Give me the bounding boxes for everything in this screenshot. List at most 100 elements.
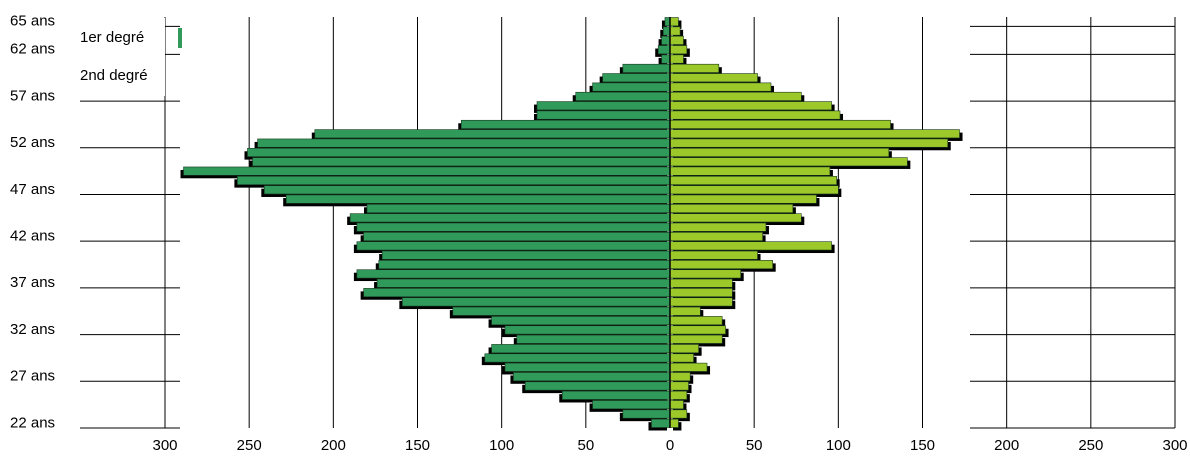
bar: [285, 194, 671, 204]
bar: [622, 63, 671, 73]
bar: [661, 54, 671, 64]
bar: [247, 147, 671, 157]
y-tick-label: 42 ans: [10, 227, 55, 244]
bar: [669, 26, 681, 36]
bar: [669, 185, 839, 195]
bar: [356, 222, 671, 232]
bar: [575, 91, 671, 101]
x-tick-label: 50: [577, 437, 594, 454]
bar: [669, 213, 802, 223]
y-tick-label: 57 ans: [10, 87, 55, 104]
y-tick-label: 32 ans: [10, 321, 55, 338]
bar: [669, 166, 831, 176]
bar: [561, 390, 671, 400]
bar: [661, 35, 671, 45]
bar: [381, 250, 671, 260]
y-tick-label: 27 ans: [10, 368, 55, 385]
x-tick-label: 200: [321, 437, 346, 454]
bar: [592, 400, 671, 410]
bar: [536, 101, 671, 111]
bar: [452, 306, 671, 316]
legend-label: 2nd degré: [80, 67, 148, 84]
bar: [237, 175, 671, 185]
bar: [669, 45, 688, 55]
bar: [460, 119, 671, 129]
legend-label: 1er degré: [80, 29, 144, 46]
bar: [669, 250, 758, 260]
bar: [669, 119, 891, 129]
bar: [669, 138, 949, 148]
bar: [669, 390, 688, 400]
bar: [669, 157, 908, 167]
bar: [669, 297, 733, 307]
y-tick-label: 52 ans: [10, 134, 55, 151]
legend-swatch: [178, 28, 182, 48]
x-tick-label: 50: [746, 437, 763, 454]
bar: [536, 110, 671, 120]
bar: [669, 381, 689, 391]
bar: [669, 288, 733, 298]
bar: [669, 175, 837, 185]
bar: [669, 409, 688, 419]
bar: [669, 222, 767, 232]
bar: [669, 325, 726, 335]
bar: [669, 194, 817, 204]
x-tick-label: 150: [910, 437, 935, 454]
bar: [363, 232, 671, 241]
bar: [622, 409, 671, 419]
bar: [669, 129, 960, 139]
bar: [669, 63, 720, 73]
y-tick-label: 37 ans: [10, 274, 55, 291]
bar: [366, 204, 671, 213]
bar: [669, 91, 802, 101]
bar: [669, 316, 723, 326]
bar: [669, 147, 890, 157]
bar: [504, 325, 671, 335]
bar: [363, 288, 671, 298]
x-tick-label: 200: [994, 437, 1019, 454]
bar: [669, 362, 708, 372]
bar: [669, 372, 691, 382]
x-tick-label: 300: [152, 437, 177, 454]
bar: [669, 17, 679, 27]
bar: [356, 269, 671, 279]
bar: [376, 278, 671, 288]
bar: [669, 110, 841, 120]
bar: [491, 344, 671, 354]
x-tick-label: 0: [666, 437, 674, 454]
bar: [664, 17, 671, 27]
bar: [491, 316, 671, 326]
bar: [669, 334, 723, 344]
bar: [592, 82, 671, 92]
bar: [356, 241, 671, 251]
x-tick-label: 300: [1162, 437, 1187, 454]
y-tick-label: 62 ans: [10, 41, 55, 58]
bar: [657, 45, 671, 55]
x-tick-label: 250: [237, 437, 262, 454]
bar: [669, 82, 772, 92]
bar: [669, 54, 684, 64]
x-tick-label: 150: [405, 437, 430, 454]
y-tick-label: 65 ans: [10, 13, 55, 30]
bar: [669, 101, 832, 111]
bar: [669, 400, 684, 410]
bar: [669, 344, 699, 354]
bar: [252, 157, 671, 167]
bar: [402, 297, 671, 307]
bar: [484, 353, 671, 363]
bar: [669, 35, 684, 45]
bar: [513, 372, 671, 382]
bar: [669, 269, 741, 279]
bar: [257, 138, 671, 148]
bar: [669, 241, 832, 251]
bar: [669, 204, 794, 213]
bar: [602, 73, 671, 83]
bar: [669, 278, 733, 288]
y-tick-label: 47 ans: [10, 181, 55, 198]
bar: [669, 232, 763, 241]
x-tick-label: 100: [489, 437, 514, 454]
bar: [378, 260, 671, 270]
bar: [669, 418, 679, 428]
legend-box: [75, 18, 165, 96]
bar: [669, 353, 694, 363]
